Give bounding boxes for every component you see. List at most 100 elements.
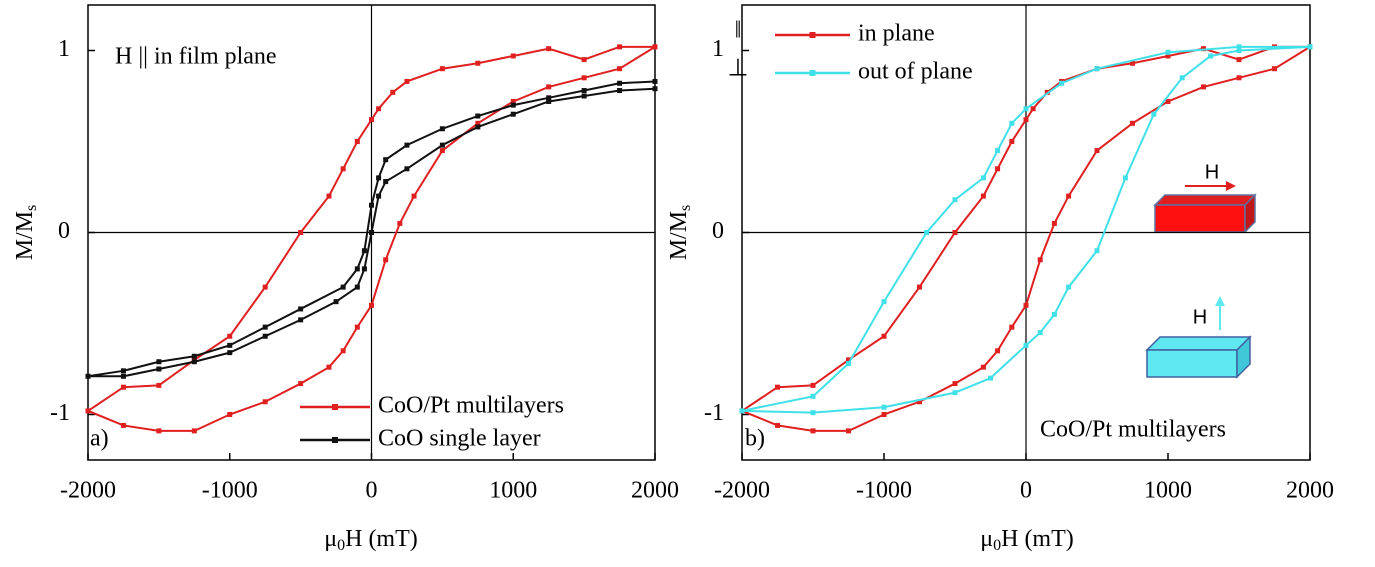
legend-marker [809, 32, 816, 38]
x-axis-label: μ0H (mT) [324, 526, 418, 554]
data-point [397, 220, 403, 226]
y-tick-label: 0 [58, 218, 70, 244]
data-point [988, 375, 993, 381]
y-axis-label: M/Ms [666, 205, 694, 261]
data-point [361, 248, 367, 254]
annotation: H [1205, 161, 1219, 183]
data-point [980, 364, 986, 370]
data-point [340, 284, 346, 290]
data-point [191, 359, 197, 365]
y-tick-label: -1 [50, 400, 70, 426]
series-line [741, 45, 1311, 414]
data-point [1009, 120, 1015, 126]
x-tick-label: -1000 [202, 478, 258, 504]
data-point [775, 384, 780, 390]
y-label: M/M [666, 211, 692, 260]
data-point [227, 333, 233, 339]
data-point [980, 193, 986, 199]
data-point [810, 410, 816, 416]
data-point [439, 148, 445, 154]
x-tick-label: 0 [366, 478, 378, 504]
data-point [1066, 284, 1072, 290]
data-point [952, 390, 958, 396]
data-point [376, 175, 382, 181]
x-tick-label: 0 [1020, 478, 1032, 504]
data-point [340, 348, 346, 354]
data-point [1051, 311, 1057, 317]
data-point [120, 422, 126, 428]
x-label: H (mT) [1001, 526, 1074, 552]
data-point [156, 382, 162, 388]
legend-label: out of plane [858, 59, 973, 85]
data-point [1023, 117, 1029, 123]
data-point [361, 266, 367, 272]
data-point [1030, 106, 1036, 112]
icon-in-plane [1153, 181, 1257, 234]
data-point [156, 366, 162, 372]
data-point [191, 428, 197, 434]
data-point [980, 175, 986, 181]
data-point [340, 166, 346, 172]
x-label: H (mT) [345, 526, 418, 552]
data-point [191, 353, 197, 359]
x-label-pre: μ [324, 526, 337, 552]
annotation: b) [745, 426, 765, 452]
data-point [881, 412, 887, 417]
data-point [546, 95, 552, 101]
x-tick-label: 2000 [631, 478, 679, 504]
data-point [383, 257, 389, 263]
data-point [262, 333, 268, 339]
y-tick-label: 1 [58, 36, 70, 62]
y-label: M/M [12, 211, 38, 260]
data-point [1094, 248, 1100, 254]
data-point [475, 60, 481, 66]
data-point [439, 66, 445, 72]
data-point [846, 357, 851, 363]
y-tick-label: 0 [712, 218, 724, 244]
data-point [439, 142, 445, 148]
data-point [227, 412, 233, 417]
data-point [995, 148, 1001, 154]
data-point [952, 197, 958, 203]
annotation: H || in film plane [115, 44, 277, 70]
data-point [917, 284, 922, 290]
data-point [333, 299, 339, 305]
data-point [1059, 80, 1064, 86]
data-point [952, 381, 958, 387]
data-point [510, 111, 516, 117]
data-point [298, 381, 304, 387]
data-point [1208, 53, 1214, 59]
data-point [262, 324, 268, 330]
annotation: CoO/Pt multilayers [1040, 417, 1226, 443]
data-point [846, 361, 851, 367]
data-point [617, 66, 623, 72]
legend-symbol: ‖ [735, 18, 742, 44]
data-point [404, 166, 410, 172]
x-label-pre: μ [980, 526, 993, 552]
data-point [1130, 120, 1135, 126]
data-point [881, 333, 887, 339]
data-point [475, 124, 481, 130]
data-point [881, 404, 887, 410]
data-point [354, 266, 360, 272]
data-point [924, 230, 930, 235]
data-point [617, 88, 623, 94]
data-point [810, 428, 816, 434]
data-point [581, 75, 587, 81]
data-point [156, 428, 162, 434]
data-point [546, 46, 552, 52]
data-point [1236, 48, 1242, 53]
data-point [1165, 49, 1171, 55]
data-point [1037, 330, 1043, 336]
y-tick-label: 1 [712, 36, 724, 62]
legend-marker [332, 437, 338, 443]
data-point [1165, 53, 1171, 59]
data-point [810, 382, 816, 388]
legend-symbol: ⊥ [728, 56, 749, 82]
data-point [1037, 257, 1043, 263]
y-label-sub: s [23, 205, 40, 211]
data-point [1236, 75, 1242, 81]
data-point [156, 359, 162, 365]
data-point [383, 157, 389, 163]
